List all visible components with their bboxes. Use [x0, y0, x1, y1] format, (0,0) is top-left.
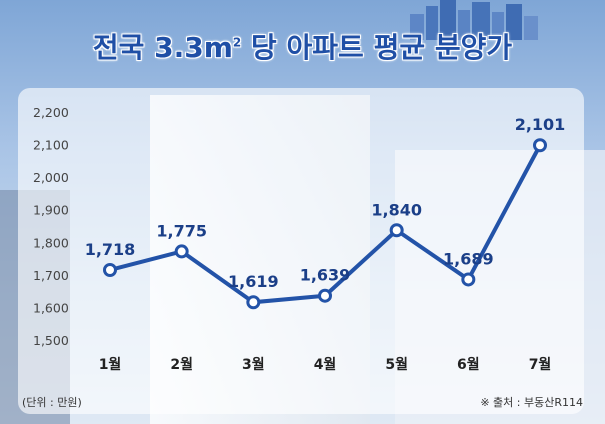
data-label: 2,101	[515, 115, 566, 134]
x-tick-label: 3월	[242, 356, 265, 373]
unit-label: (단위 : 만원)	[22, 396, 82, 409]
data-point	[246, 295, 261, 310]
x-tick-label: 7월	[529, 356, 552, 373]
data-point	[174, 244, 189, 259]
chart-title: 전국 3.3m2 당 아파트 평균 분양가	[92, 31, 513, 64]
y-tick-label: 1,600	[33, 300, 69, 315]
y-tick-label: 2,000	[33, 170, 69, 185]
data-label: 1,639	[300, 266, 351, 285]
data-label: 1,689	[443, 249, 494, 268]
y-tick-label: 2,100	[33, 138, 69, 153]
data-point	[533, 138, 547, 153]
x-tick-label: 2월	[170, 356, 193, 373]
x-tick-label: 4월	[314, 356, 337, 373]
data-point	[318, 288, 332, 303]
y-tick-label: 1,900	[33, 203, 69, 218]
x-tick-label: 5월	[385, 356, 408, 373]
data-label: 1,619	[228, 272, 279, 291]
skyline-icon	[410, 0, 538, 40]
y-tick-label: 1,700	[33, 268, 69, 283]
y-tick-label: 1,800	[33, 235, 69, 250]
data-point	[389, 223, 404, 238]
y-tick-label: 2,200	[33, 105, 69, 120]
x-tick-label: 1월	[99, 356, 122, 373]
data-label: 1,718	[85, 240, 136, 259]
chart-panel	[18, 88, 584, 414]
source-label: ※ 출처 : 부동산R114	[480, 396, 583, 409]
data-point	[461, 272, 476, 287]
data-label: 1,775	[156, 221, 207, 240]
data-label: 1,840	[371, 200, 422, 219]
data-point	[103, 262, 117, 277]
x-tick-label: 6월	[457, 356, 480, 373]
y-tick-label: 1,500	[33, 333, 69, 348]
